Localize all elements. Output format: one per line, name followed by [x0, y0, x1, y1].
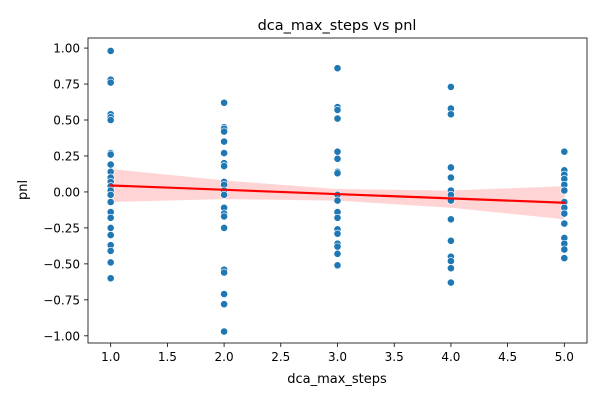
data-point	[220, 162, 228, 170]
data-point	[333, 242, 342, 251]
data-point	[220, 149, 228, 157]
data-point	[560, 245, 569, 254]
data-point	[333, 114, 342, 123]
data-point	[333, 213, 342, 222]
data-point	[220, 224, 228, 232]
y-tick-label: −0.25	[43, 221, 80, 235]
data-point	[106, 231, 115, 239]
x-axis-ticks: 1.0 1.5 2.0 2.5 3.0 3.5 4.0 4.5 5.0	[101, 343, 574, 364]
x-tick-label: 1.5	[158, 350, 177, 364]
data-point	[447, 110, 455, 119]
regression-line-layer	[109, 184, 566, 204]
data-point	[220, 327, 228, 336]
y-tick-label: −0.75	[43, 293, 80, 307]
data-point	[106, 213, 115, 222]
y-axis-ticks: −1.00 −0.75 −0.50 −0.25 0.00 0.25 0.50 0.75 1.00	[43, 42, 88, 343]
data-point	[106, 116, 115, 124]
data-point	[333, 106, 342, 114]
data-point	[106, 78, 115, 87]
data-point	[106, 160, 115, 169]
data-point	[220, 212, 228, 221]
data-point	[220, 290, 228, 298]
data-point	[333, 147, 342, 156]
data-point	[106, 224, 115, 232]
y-tick-label: 0.50	[53, 114, 80, 128]
x-axis-label: dca_max_steps	[287, 372, 387, 387]
data-point	[106, 258, 115, 267]
data-point	[447, 83, 455, 91]
data-point	[447, 257, 455, 265]
data-point	[106, 198, 115, 206]
y-tick-label: 0.25	[53, 149, 80, 163]
data-point	[560, 219, 569, 228]
data-point	[333, 64, 342, 73]
x-tick-label: 3.5	[385, 350, 404, 364]
data-point	[220, 268, 228, 277]
x-tick-label: 5.0	[555, 350, 574, 364]
x-tick-label: 2.0	[215, 350, 234, 364]
data-point	[220, 300, 228, 309]
regression-line	[109, 184, 566, 204]
chart-title: dca_max_steps vs pnl	[258, 18, 417, 34]
data-point	[560, 209, 569, 218]
x-tick-label: 1.0	[101, 350, 120, 364]
data-point	[447, 215, 455, 224]
x-tick-label: 4.0	[441, 350, 460, 364]
data-point	[220, 190, 228, 199]
data-point	[447, 278, 455, 287]
data-point	[333, 249, 342, 258]
x-tick-label: 3.0	[328, 350, 347, 364]
y-tick-label: −0.50	[43, 257, 80, 271]
data-point	[106, 247, 115, 255]
data-point	[333, 169, 342, 178]
y-tick-label: 0.00	[53, 185, 80, 199]
data-point	[447, 173, 455, 182]
data-point	[106, 150, 115, 159]
data-point	[333, 261, 342, 270]
data-point	[447, 236, 455, 245]
data-point	[106, 190, 115, 199]
y-tick-label: −1.00	[43, 329, 80, 343]
data-point	[560, 254, 569, 263]
y-axis-label: pnl	[16, 180, 31, 200]
data-point	[560, 186, 569, 195]
data-point	[220, 98, 228, 107]
data-point	[447, 264, 455, 273]
data-point	[220, 127, 228, 136]
data-point	[447, 163, 455, 172]
data-point	[106, 274, 115, 283]
data-point	[220, 137, 228, 146]
data-point	[333, 154, 342, 163]
data-point	[106, 47, 115, 55]
data-point	[333, 229, 342, 238]
x-tick-label: 2.5	[271, 350, 290, 364]
data-point	[560, 147, 569, 156]
x-tick-label: 4.5	[498, 350, 517, 364]
data-point	[333, 196, 342, 205]
y-tick-label: 1.00	[53, 42, 80, 56]
y-tick-label: 0.75	[53, 78, 80, 92]
